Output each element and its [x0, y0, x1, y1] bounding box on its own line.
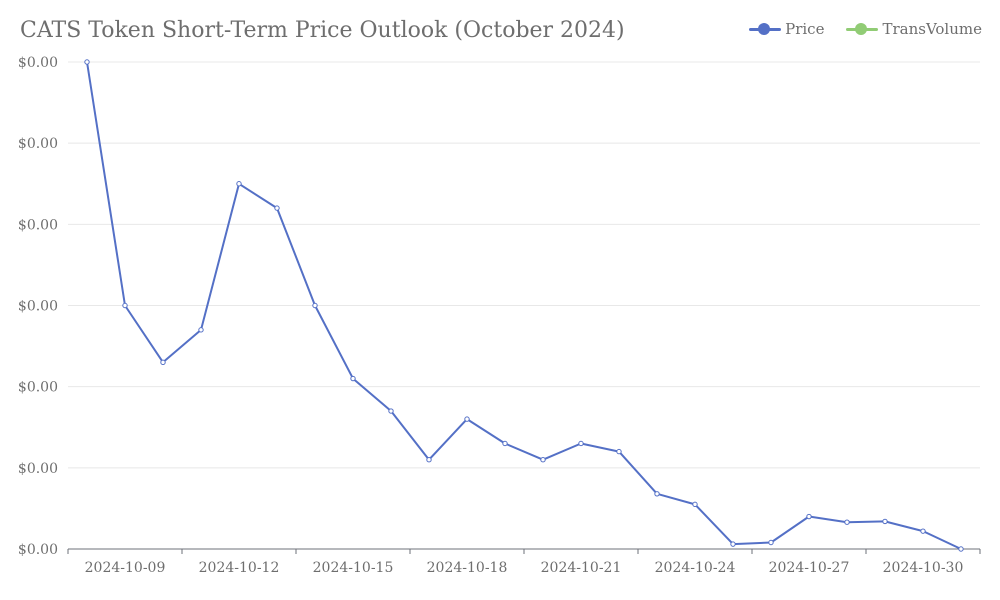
data-point — [844, 519, 850, 525]
data-point — [768, 539, 774, 546]
data-point — [540, 457, 546, 463]
legend-swatch-transvolume — [846, 22, 879, 36]
y-tick-label: $0.00 — [18, 461, 58, 477]
data-point — [350, 375, 356, 382]
legend-swatch-price — [749, 22, 782, 36]
data-point — [958, 546, 964, 552]
legend: Price TransVolume — [749, 20, 982, 38]
x-tick-label: 2024-10-30 — [883, 560, 964, 576]
x-tick-label: 2024-10-15 — [313, 560, 394, 576]
data-point — [806, 513, 812, 520]
series-line-price — [86, 61, 962, 550]
data-point — [882, 518, 888, 525]
data-point — [920, 528, 926, 534]
y-tick-label: $0.00 — [18, 380, 58, 396]
data-point — [236, 181, 242, 187]
y-tick-label: $0.00 — [18, 542, 58, 558]
data-point — [84, 59, 90, 65]
data-point — [730, 541, 736, 547]
x-tick-label: 2024-10-24 — [655, 560, 736, 576]
data-point — [616, 448, 622, 455]
data-point — [388, 408, 394, 414]
data-point — [312, 302, 318, 309]
x-tick-label: 2024-10-12 — [199, 560, 280, 576]
data-point — [274, 205, 280, 211]
data-point — [464, 416, 470, 422]
y-tick-label: $0.00 — [18, 217, 58, 233]
x-tick-label: 2024-10-27 — [769, 560, 850, 576]
y-tick-label: $0.00 — [18, 299, 58, 315]
legend-item-price[interactable]: Price — [749, 20, 824, 38]
x-tick-label: 2024-10-18 — [427, 560, 508, 576]
data-point — [654, 491, 660, 497]
data-point — [122, 302, 128, 309]
y-tick-label: $0.00 — [18, 136, 58, 152]
data-point — [502, 440, 508, 447]
legend-item-transvolume[interactable]: TransVolume — [846, 20, 982, 38]
data-point — [426, 457, 432, 463]
x-tick-label: 2024-10-21 — [541, 560, 622, 576]
y-tick-label: $0.00 — [18, 55, 58, 71]
data-point — [692, 501, 698, 508]
data-point — [160, 359, 166, 366]
data-point — [198, 327, 204, 333]
x-tick-label: 2024-10-09 — [85, 560, 166, 576]
legend-label-price: Price — [785, 20, 825, 38]
chart-title: CATS Token Short-Term Price Outlook (Oct… — [20, 18, 625, 43]
legend-label-transvolume: TransVolume — [882, 20, 982, 38]
data-point — [578, 440, 584, 447]
